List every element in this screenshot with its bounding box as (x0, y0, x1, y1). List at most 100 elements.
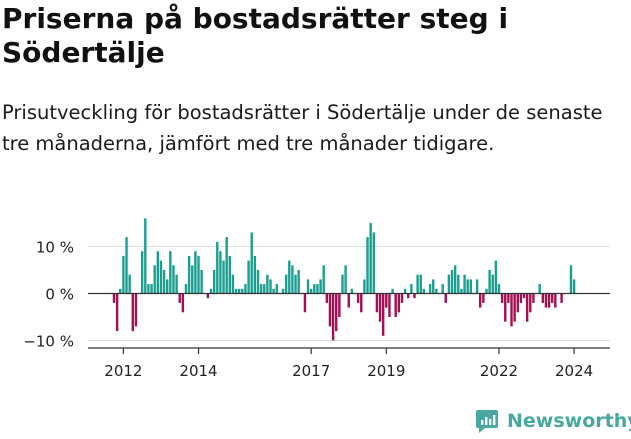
x-axis-ticks: 2012 2014 2017 2019 2022 2024 (104, 348, 593, 380)
bar-positive (491, 274, 494, 294)
bar-positive (125, 237, 128, 294)
bar-positive (322, 265, 325, 294)
bar-negative (500, 293, 504, 303)
y-tick-label: 0 % (45, 286, 74, 304)
bar-positive (428, 284, 432, 294)
bar-negative (397, 293, 401, 313)
bar-positive (419, 274, 422, 294)
bar-negative (544, 293, 548, 308)
bar-positive (128, 274, 131, 294)
bar-positive (222, 260, 225, 294)
bar-positive (494, 260, 498, 294)
bar-positive (159, 260, 163, 294)
bar-negative (375, 293, 379, 313)
bar-negative (507, 293, 510, 303)
bar-positive (266, 274, 269, 294)
bar-positive (187, 255, 191, 294)
bar-positive (259, 284, 263, 294)
bar-positive (485, 288, 488, 294)
bar-negative (541, 293, 545, 303)
bar-negative (112, 293, 116, 303)
bar-negative (338, 293, 341, 317)
bar-positive (247, 260, 250, 294)
bar-positive (319, 279, 322, 294)
bar-negative (560, 293, 563, 303)
bar-negative (178, 293, 181, 303)
bar-positive (569, 265, 573, 294)
bar-positive (209, 288, 213, 294)
y-axis-labels: 10 % 0 % −10 % (23, 239, 74, 351)
bar-negative (335, 293, 338, 332)
bar-positive (231, 274, 235, 294)
bar-positive (466, 279, 469, 294)
bar-negative (331, 293, 335, 341)
bar-negative (510, 293, 513, 327)
bar-positive (194, 251, 197, 294)
bar-positive (497, 284, 501, 294)
bar-positive (234, 288, 238, 294)
bar-positive (294, 274, 297, 294)
bar-positive (212, 270, 216, 294)
latest-value-label: 3 % (565, 0, 594, 4)
bar-positive (391, 288, 394, 294)
bar-negative (378, 293, 382, 322)
bar-positive (219, 251, 222, 294)
bar-positive (363, 279, 366, 294)
bar-positive (156, 251, 160, 294)
bar-negative (388, 293, 391, 317)
bar-negative (444, 293, 447, 303)
bar-positive (169, 251, 172, 294)
x-tick-label: 2019 (367, 362, 405, 380)
bar-negative (504, 293, 507, 322)
bar-positive (172, 265, 175, 294)
bar-positive (453, 265, 457, 294)
bar-negative (532, 293, 535, 303)
bar-positive (297, 270, 300, 294)
bar-negative (513, 293, 516, 322)
bar-negative (551, 293, 554, 303)
bar-positive (228, 255, 232, 294)
bar-negative (385, 293, 388, 308)
bar-negative (529, 293, 532, 313)
bar-positive (253, 255, 257, 294)
bar-negative (525, 293, 529, 322)
bar-positive (463, 274, 466, 294)
newsworthy-logo: Newsworthy (474, 405, 631, 437)
x-tick-label: 2014 (179, 362, 217, 380)
bar-positive (432, 279, 435, 294)
bar-positive (306, 279, 310, 294)
bar-positive (238, 288, 241, 294)
bar-negative (381, 293, 385, 336)
bar-positive (309, 288, 313, 294)
bar-positive (469, 279, 473, 294)
bar-negative (325, 293, 329, 303)
bar-positive (244, 284, 247, 294)
bar-positive (166, 279, 169, 294)
brand-name: Newsworthy (507, 410, 631, 432)
bar-positive (369, 223, 372, 294)
bar-negative (328, 293, 332, 327)
bar-positive (344, 265, 347, 294)
bar-negative (407, 293, 410, 299)
bar-positive (313, 284, 316, 294)
bar-negative (522, 293, 526, 299)
bar-positive (122, 255, 125, 294)
bar-positive (281, 288, 285, 294)
bar-positive (316, 284, 319, 294)
bar-positive (225, 237, 228, 294)
bar-positive (450, 270, 454, 294)
bar-negative (400, 293, 404, 303)
bar-negative (206, 293, 210, 299)
bar-positive (366, 237, 369, 294)
bar-positive (350, 288, 354, 294)
bar-positive (144, 218, 147, 294)
bar-positive (250, 232, 253, 294)
y-tick-label: 10 % (36, 239, 74, 257)
bar-negative (413, 293, 416, 299)
bar-positive (291, 265, 294, 294)
bar-negative (360, 293, 363, 313)
bar-positive (153, 265, 156, 294)
x-tick-label: 2017 (292, 362, 330, 380)
bar-negative (303, 293, 307, 313)
